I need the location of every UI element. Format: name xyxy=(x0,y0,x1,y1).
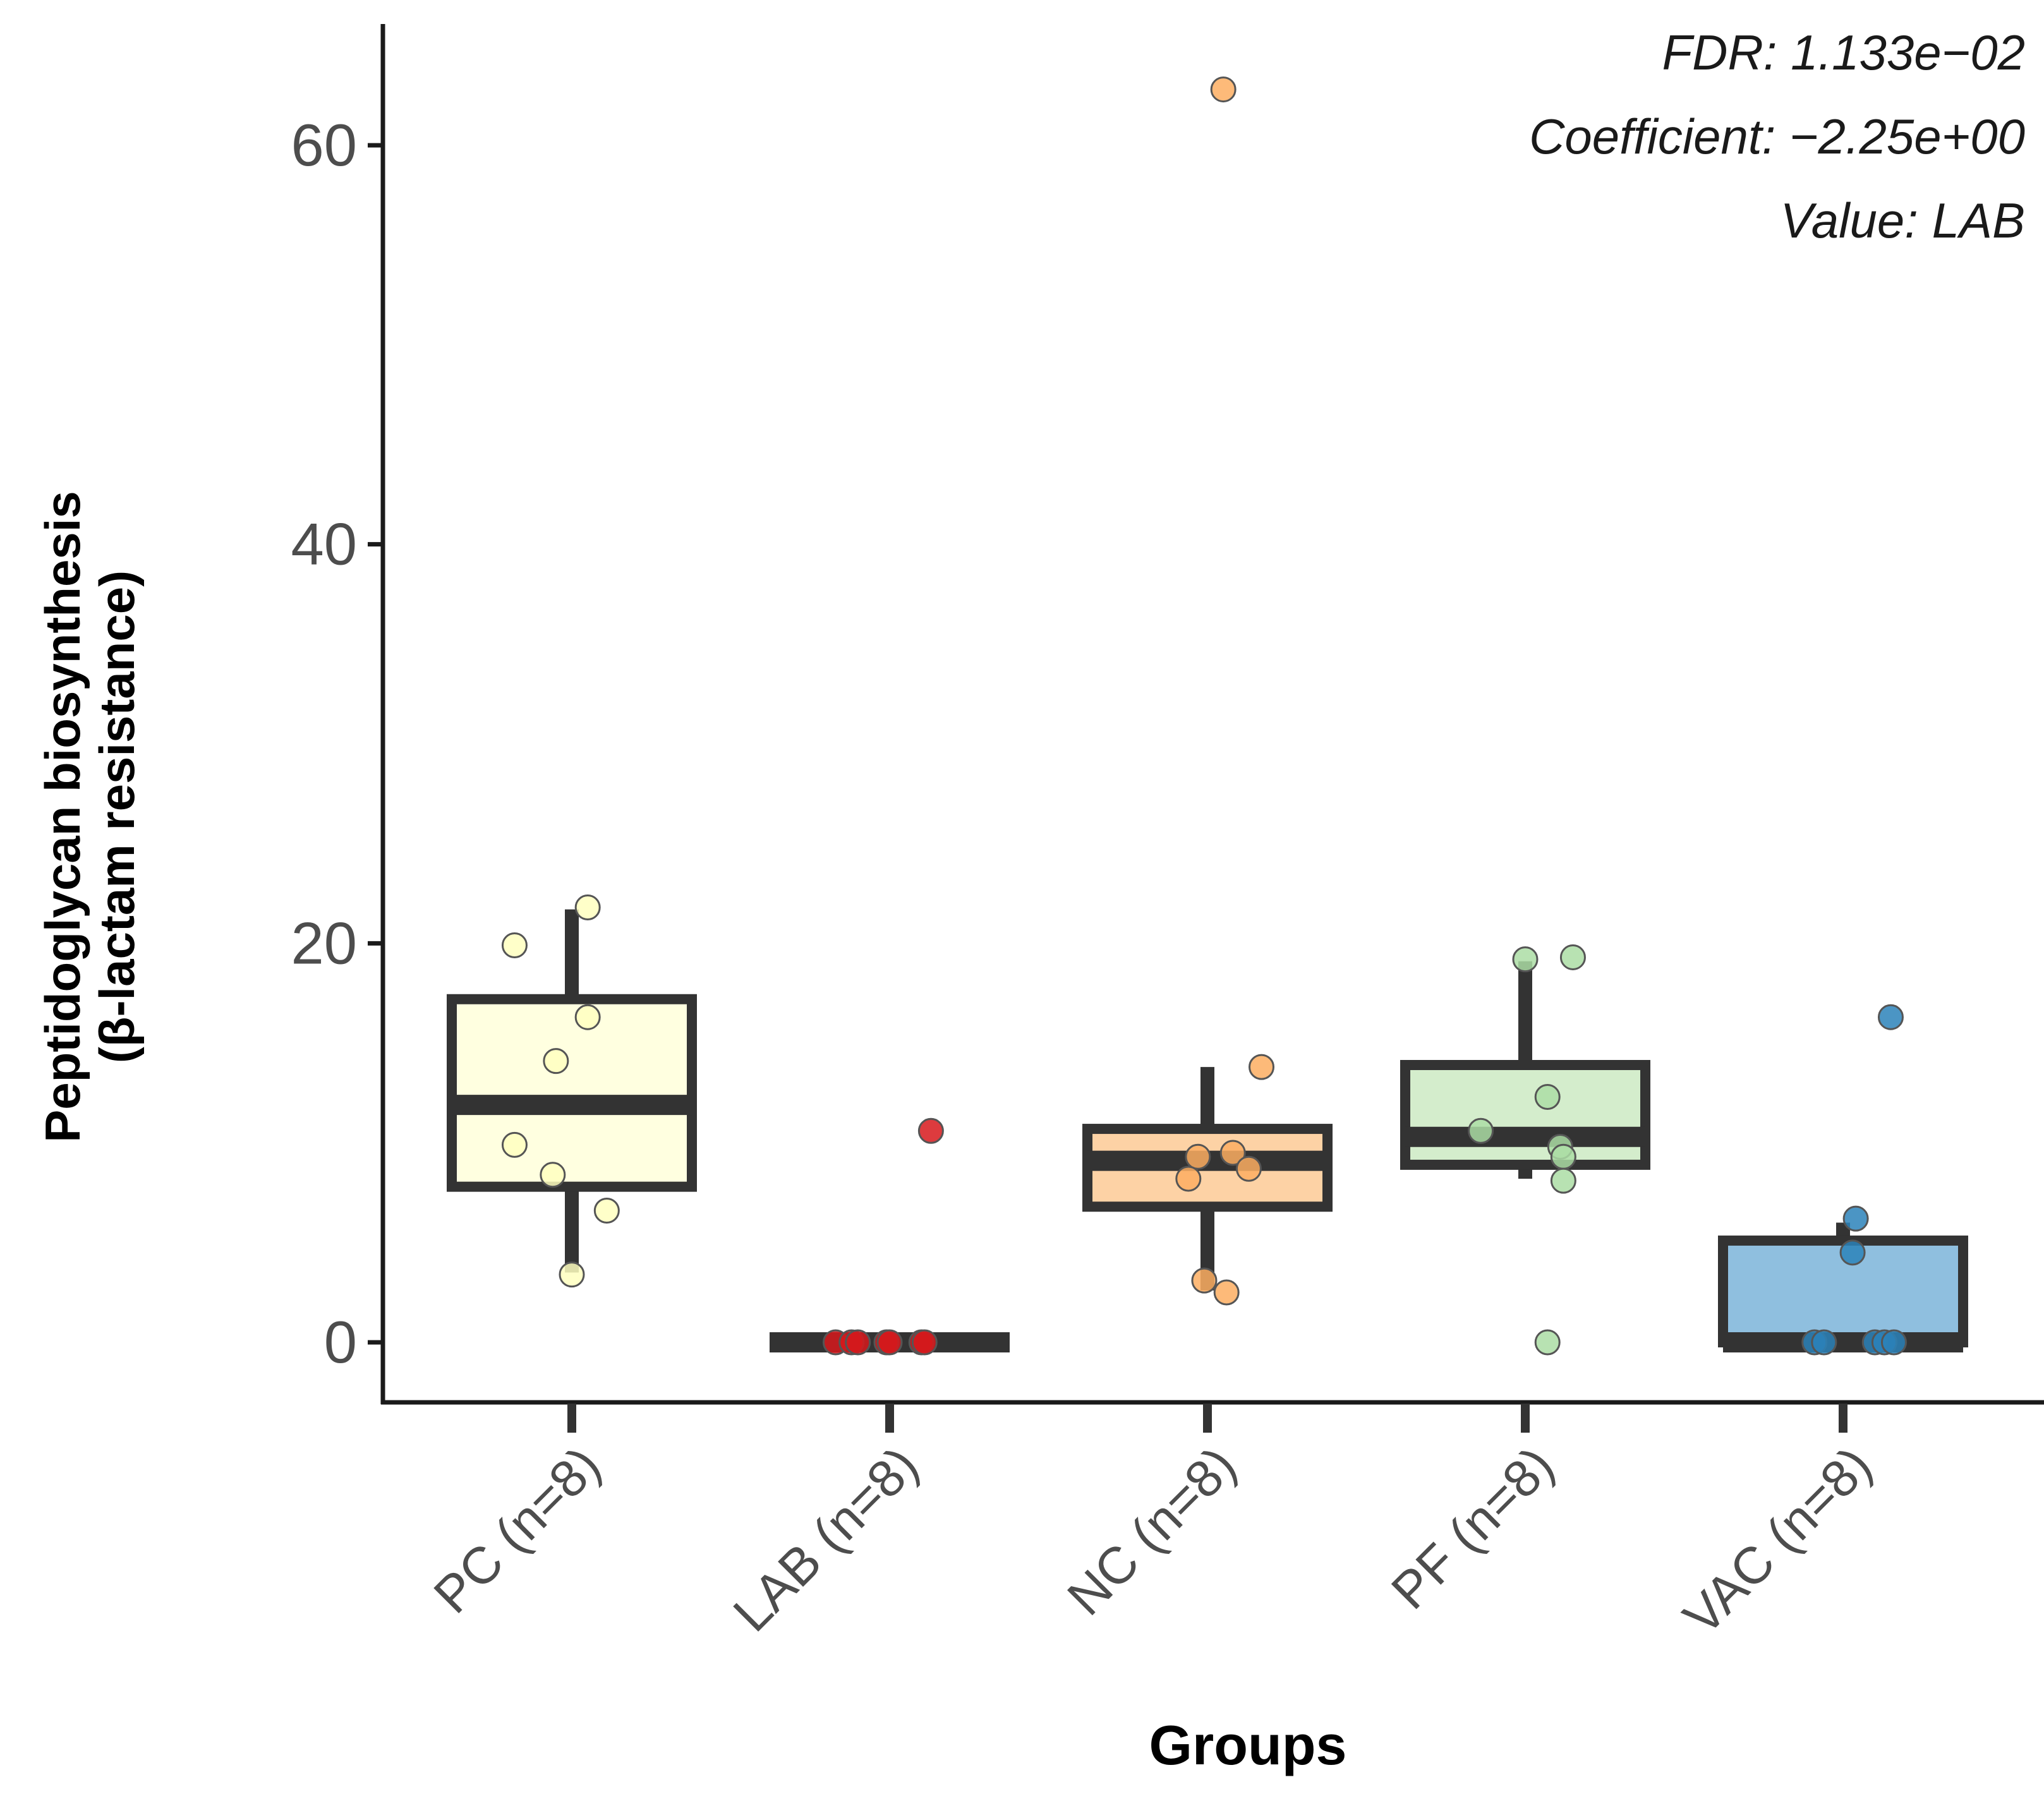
data-point xyxy=(1191,1267,1218,1294)
data-point xyxy=(543,1048,569,1075)
data-point xyxy=(1249,1054,1275,1080)
x-tick-label: VAC (n=8) xyxy=(1672,1436,1882,1646)
data-point xyxy=(1185,1143,1211,1170)
x-tick-label: NC (n=8) xyxy=(1057,1436,1247,1626)
data-point xyxy=(1550,1167,1576,1194)
x-tick-label: PF (n=8) xyxy=(1381,1436,1565,1620)
data-point xyxy=(1877,1004,1904,1030)
box-group xyxy=(1082,1067,1333,1291)
value-annotation: Value: LAB xyxy=(1781,193,2025,248)
data-point xyxy=(559,1261,585,1288)
data-point xyxy=(1550,1143,1576,1170)
data-point xyxy=(1468,1117,1494,1144)
data-point xyxy=(1219,1140,1246,1166)
data-point xyxy=(1842,1205,1869,1232)
y-axis-title-line2: (β-lactam resistance) xyxy=(89,570,145,1063)
data-point xyxy=(593,1198,620,1224)
box-group xyxy=(1718,1222,1968,1352)
x-tick-label: LAB (n=8) xyxy=(723,1436,929,1642)
x-tick-label: PC (n=8) xyxy=(423,1436,612,1624)
box-group xyxy=(1400,961,1650,1179)
data-point xyxy=(1534,1084,1561,1111)
y-tick-label: 40 xyxy=(291,511,357,577)
data-point xyxy=(1534,1329,1561,1356)
y-tick-label: 20 xyxy=(291,910,357,976)
data-point xyxy=(501,932,528,958)
data-point xyxy=(917,1117,944,1144)
y-tick-label: 0 xyxy=(324,1309,357,1375)
data-point xyxy=(1839,1239,1866,1266)
box-iqr xyxy=(447,994,697,1192)
data-point xyxy=(574,1004,601,1030)
data-point xyxy=(574,894,601,920)
y-tick-label: 60 xyxy=(291,112,357,178)
data-point xyxy=(1811,1329,1837,1356)
data-point xyxy=(1210,76,1237,103)
data-point xyxy=(1880,1329,1907,1356)
data-point xyxy=(1175,1165,1202,1192)
data-point xyxy=(501,1131,528,1158)
fdr-annotation: FDR: 1.133e−02 xyxy=(1662,25,2025,80)
box-iqr xyxy=(1400,1059,1650,1170)
x-axis-title: Groups xyxy=(1149,1714,1347,1776)
axes-layer xyxy=(380,24,2044,1405)
y-ticks: 0 20 40 60 xyxy=(291,112,383,1375)
stats-annotation: FDR: 1.133e−02 Coefficient: −2.25e+00 Va… xyxy=(1529,25,2025,248)
box-group xyxy=(447,909,697,1273)
coefficient-annotation: Coefficient: −2.25e+00 xyxy=(1529,109,2025,164)
box-layer xyxy=(447,909,1968,1352)
data-point xyxy=(911,1329,938,1356)
x-ticks: PC (n=8) LAB (n=8) NC (n=8) PF (n=8) VAC (n=… xyxy=(423,1404,1883,1646)
data-point xyxy=(540,1162,566,1188)
data-point xyxy=(876,1329,903,1356)
data-point xyxy=(845,1329,871,1356)
point-layer xyxy=(501,76,1907,1356)
y-axis-title-line1: Peptidoglycan biosynthesis xyxy=(35,491,90,1143)
data-point xyxy=(1213,1279,1240,1306)
data-point xyxy=(1559,944,1586,970)
data-point xyxy=(1512,946,1539,973)
y-axis-title: Peptidoglycan biosynthesis (β-lactam res… xyxy=(35,491,145,1143)
data-point xyxy=(1235,1155,1262,1182)
